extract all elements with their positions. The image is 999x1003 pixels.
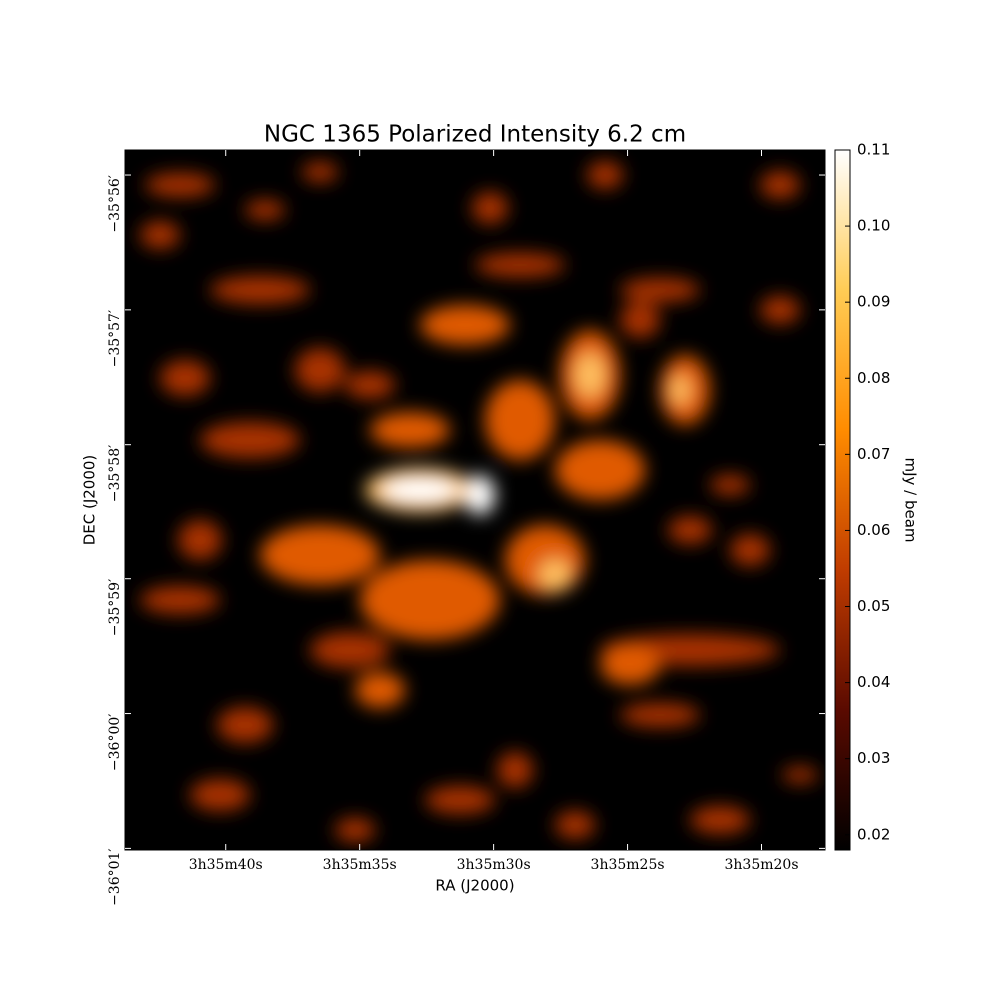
colorbar-tick-label: 0.08: [857, 369, 890, 387]
colorbar-tick-label: 0.07: [857, 445, 890, 463]
colorbar-tick-label: 0.04: [857, 673, 890, 691]
x-tick-label: 3h35m35s: [323, 857, 397, 873]
colorbar-label: mJy / beam: [902, 457, 920, 542]
y-tick-label: −35°57′: [107, 310, 123, 368]
y-axis-label: DEC (J2000): [81, 455, 99, 546]
x-tick-label: 3h35m20s: [725, 857, 799, 873]
intensity-image: [140, 161, 818, 842]
y-tick-label: −36°00′: [107, 714, 123, 772]
y-tick-label: −36°01′: [107, 848, 123, 906]
colorbar-tick-label: 0.10: [857, 217, 890, 235]
axes-frame: [124, 149, 826, 851]
x-tick-label: 3h35m25s: [591, 857, 665, 873]
colorbar-tick-label: 0.06: [857, 521, 890, 539]
y-tick-label: −35°58′: [107, 445, 123, 503]
y-tick-label: −35°59′: [107, 579, 123, 637]
x-tick-label: 3h35m40s: [189, 857, 263, 873]
colorbar-tick-label: 0.09: [857, 293, 890, 311]
colorbar-tick-label: 0.05: [857, 597, 890, 615]
x-axis-label: RA (J2000): [435, 877, 514, 895]
y-tick-label: −35°56′: [107, 175, 123, 233]
colorbar-tick-label: 0.11: [857, 141, 890, 159]
colorbar-tick-label: 0.02: [857, 825, 890, 843]
colorbar-tick-label: 0.03: [857, 749, 890, 767]
x-tick-label: 3h35m30s: [457, 857, 531, 873]
colorbar: [834, 149, 851, 851]
chart-title: NGC 1365 Polarized Intensity 6.2 cm: [264, 122, 686, 148]
